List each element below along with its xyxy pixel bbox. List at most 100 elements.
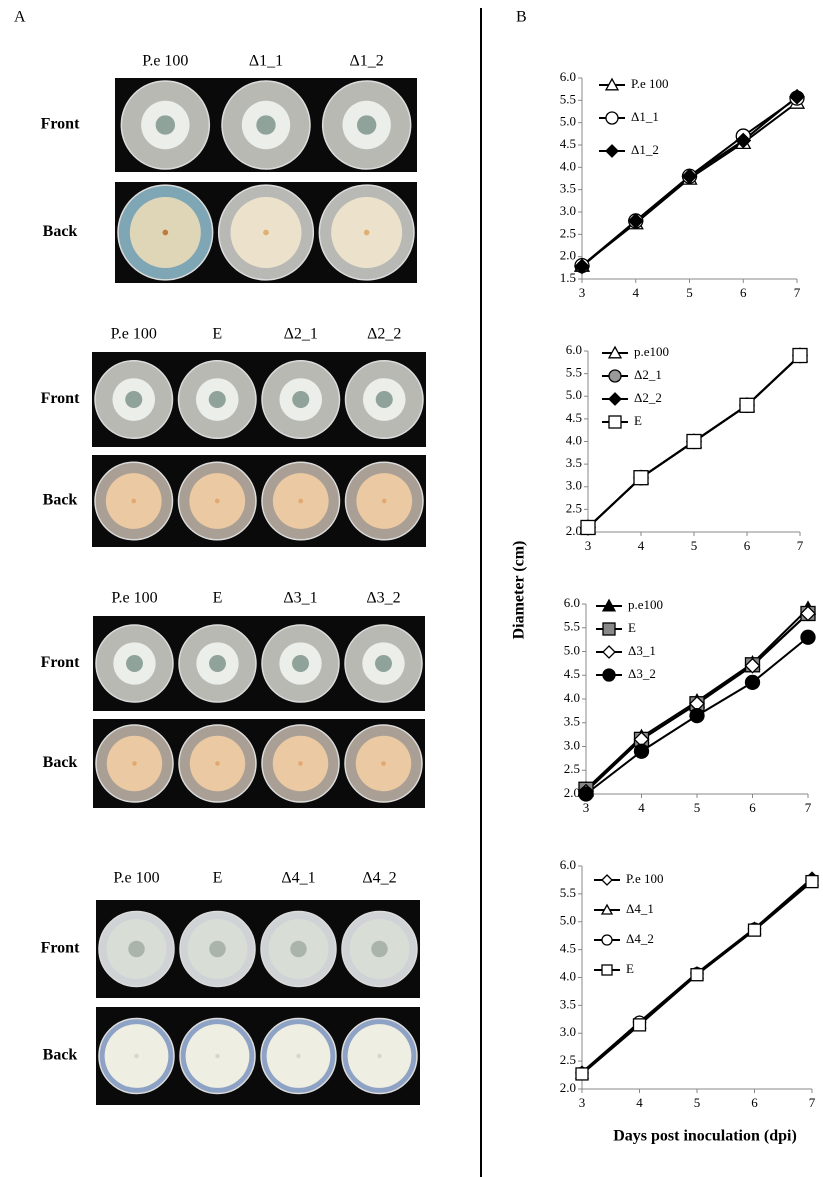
legend-label: Δ4_1: [626, 901, 654, 916]
marker: [792, 347, 808, 364]
legend-label: Δ3_1: [628, 643, 656, 658]
marker: [686, 433, 702, 450]
colony-center: [296, 1053, 301, 1059]
colony-center: [155, 115, 176, 135]
y-tick-label: 4.5: [560, 136, 576, 151]
y-tick-label: 4.5: [566, 410, 582, 425]
y-tick-label: 3.5: [560, 996, 576, 1011]
colony-center: [298, 761, 303, 766]
row-label: Back: [43, 492, 78, 509]
x-tick-label: 6: [744, 538, 751, 553]
marker: [605, 111, 619, 125]
panel-label: B: [516, 9, 527, 26]
colony-center: [381, 498, 387, 504]
legend-label: Δ3_2: [628, 666, 656, 681]
marker: [601, 934, 613, 946]
x-tick-label: 4: [636, 1095, 643, 1110]
y-tick-label: 2.0: [560, 1080, 576, 1095]
column-label: P.e 100: [113, 870, 159, 887]
x-tick-label: 5: [694, 1095, 701, 1110]
column-label: Δ3_1: [283, 590, 317, 607]
marker: [601, 874, 613, 886]
y-tick-label: 5.5: [566, 365, 582, 380]
y-tick-label: 2.5: [564, 761, 580, 776]
colony-center: [134, 1053, 139, 1059]
y-tick-label: 5.5: [560, 91, 576, 106]
colony-center: [377, 1053, 382, 1059]
marker: [580, 519, 596, 536]
y-tick-label: 4.0: [564, 690, 580, 705]
colony-center: [256, 115, 276, 135]
legend-label: E: [634, 413, 642, 428]
colony-center: [214, 498, 220, 504]
x-tick-label: 7: [809, 1095, 816, 1110]
marker: [600, 903, 614, 915]
column-label: Δ4_2: [362, 870, 396, 887]
column-label: Δ4_1: [281, 870, 315, 887]
y-tick-label: 4.5: [564, 666, 580, 681]
column-label: P.e 100: [111, 326, 157, 343]
marker: [735, 132, 752, 149]
legend-label: Δ1_1: [631, 109, 659, 124]
marker: [608, 369, 622, 383]
row-label: Front: [41, 940, 80, 957]
marker: [632, 1018, 647, 1032]
legend-label: Δ4_2: [626, 931, 654, 946]
x-tick-label: 6: [751, 1095, 758, 1110]
y-tick-label: 3.5: [560, 181, 576, 196]
legend-label: p.e100: [634, 344, 669, 359]
marker: [805, 874, 819, 889]
colony-center: [132, 761, 137, 766]
x-tick-label: 5: [686, 285, 693, 300]
marker: [601, 598, 617, 612]
y-tick-label: 4.5: [560, 941, 576, 956]
x-tick-label: 4: [638, 538, 645, 553]
marker: [681, 168, 698, 185]
legend-label: Δ1_2: [631, 142, 659, 157]
legend-label: p.e100: [628, 597, 663, 612]
y-tick-label: 3.0: [566, 478, 582, 493]
marker: [602, 622, 616, 636]
x-tick-label: 3: [579, 1095, 586, 1110]
marker: [689, 707, 705, 724]
y-tick-label: 5.0: [566, 387, 582, 402]
column-label: Δ2_1: [284, 326, 318, 343]
column-label: Δ1_2: [350, 53, 384, 70]
marker: [744, 657, 761, 674]
column-label: P.e 100: [111, 590, 157, 607]
colony-center: [381, 761, 386, 766]
row-label: Front: [41, 654, 80, 671]
marker: [604, 77, 620, 91]
y-axis-label: Diameter (cm): [511, 541, 528, 640]
y-tick-label: 2.5: [560, 1052, 576, 1067]
x-tick-label: 7: [805, 800, 812, 815]
colony-center: [128, 940, 145, 958]
y-tick-label: 5.5: [564, 619, 580, 634]
x-axis-label: Days post inoculation (dpi): [613, 1128, 797, 1145]
y-tick-label: 2.5: [560, 225, 576, 240]
colony-center: [290, 940, 307, 958]
marker: [607, 345, 623, 359]
colony-center: [215, 1053, 220, 1059]
x-tick-label: 7: [794, 285, 801, 300]
colony-center: [298, 498, 304, 504]
marker: [602, 668, 616, 682]
x-tick-label: 6: [749, 800, 756, 815]
x-tick-label: 5: [694, 800, 701, 815]
marker: [633, 470, 649, 486]
row-label: Back: [43, 754, 78, 771]
colony-center: [131, 498, 137, 504]
y-tick-label: 2.5: [566, 500, 582, 515]
colony-center: [292, 390, 310, 409]
y-tick-label: 5.5: [560, 885, 576, 900]
y-tick-label: 5.0: [564, 642, 580, 657]
y-tick-label: 2.0: [566, 523, 582, 538]
x-tick-label: 7: [797, 538, 804, 553]
column-label: Δ2_2: [367, 326, 401, 343]
y-tick-label: 5.0: [560, 114, 576, 129]
y-tick-label: 6.0: [564, 595, 580, 610]
marker: [744, 674, 761, 691]
x-tick-label: 6: [740, 285, 747, 300]
y-tick-label: 3.0: [560, 203, 576, 218]
